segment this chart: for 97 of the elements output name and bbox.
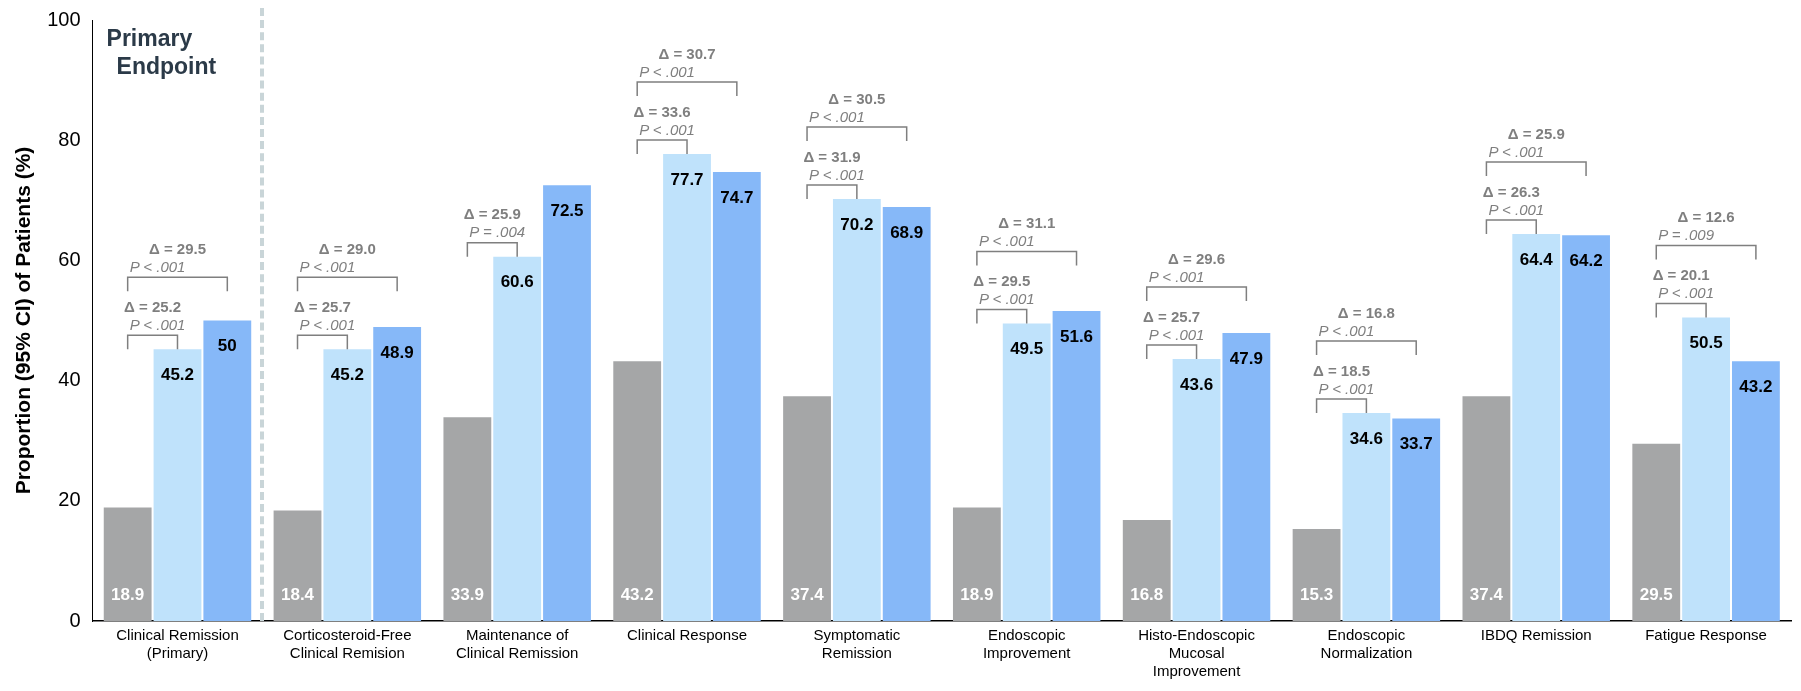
data-label: 74.7: [720, 187, 754, 207]
data-label: 72.5: [550, 200, 584, 220]
bar: [273, 510, 322, 621]
y-tick-label: 0: [69, 608, 81, 631]
annotation: Δ = 29.5 P < .001: [129, 239, 207, 276]
bar: [153, 349, 202, 621]
bar: [323, 349, 372, 621]
annotation: Δ = 20.1 P < .001: [1652, 266, 1715, 302]
data-label: 33.9: [450, 584, 484, 604]
y-tick-label: 60: [58, 247, 81, 270]
data-label: 50.5: [1689, 333, 1723, 353]
bar: [882, 206, 931, 621]
bar: [1731, 361, 1780, 621]
bar: [1342, 413, 1391, 621]
data-label: 45.2: [160, 365, 195, 385]
bar: [783, 396, 831, 621]
annotation: Δ = 25.7 P < .001: [1143, 307, 1205, 343]
x-tick-label: Maintenance of Clinical Remission: [455, 626, 579, 662]
data-label: 37.4: [1469, 584, 1504, 604]
data-label: 18.9: [111, 584, 145, 604]
data-label: 15.3: [1300, 584, 1334, 604]
x-tick-label: Endoscopic Improvement: [982, 626, 1072, 662]
x-tick-label: Clinical Remission (Primary): [116, 626, 239, 662]
x-tick-label: Fatigue Response: [1645, 626, 1767, 644]
annotation: Δ = 18.5 P < .001: [1312, 361, 1375, 397]
data-label: 60.6: [500, 272, 534, 292]
bar: [832, 199, 881, 621]
annotation: Δ = 31.1 P < .001: [978, 214, 1056, 250]
bar: [543, 185, 591, 621]
bar: [1682, 317, 1730, 621]
annotation: Δ = 29.5 P < .001: [973, 272, 1035, 308]
data-label: 77.7: [670, 169, 704, 189]
bar: [1512, 233, 1561, 621]
annotation: Δ = 25.7 P < .001: [293, 297, 356, 334]
data-label: 50: [217, 336, 237, 356]
data-label: 18.9: [960, 584, 994, 604]
annotation: Δ = 12.6 P = .009: [1658, 208, 1735, 244]
data-label: 43.6: [1180, 374, 1214, 394]
bar: [1002, 323, 1051, 621]
bar: [712, 172, 761, 621]
data-label: 37.4: [790, 584, 825, 604]
bar: [1562, 235, 1610, 621]
data-label: 64.2: [1569, 250, 1603, 270]
bar: [1122, 520, 1171, 621]
bar: [1052, 310, 1101, 621]
data-label: 43.2: [620, 584, 654, 604]
bar: [1392, 418, 1441, 621]
annotation: Δ = 29.0 P < .001: [299, 239, 376, 276]
x-tick-label: IBDQ Remission: [1480, 626, 1592, 644]
data-label: 49.5: [1010, 339, 1044, 359]
annotation: Primary Endpoint: [106, 24, 217, 79]
annotation: Δ = 16.8 P < .001: [1318, 303, 1395, 339]
x-tick-label: Symptomatic Remission: [813, 626, 901, 662]
data-label: 29.5: [1639, 584, 1673, 604]
annotation: Δ = 30.7 P < .001: [639, 44, 716, 80]
annotation: Δ = 25.9 P < .001: [1488, 124, 1565, 160]
x-tick-label: Corticosteroid-Free Clinical Remision: [283, 626, 412, 662]
bar: [1172, 358, 1221, 621]
bar: [952, 507, 1001, 621]
data-label: 18.4: [280, 584, 315, 604]
bar: [443, 417, 492, 621]
y-axis-title: Proportion (95% CI) of Patients (%): [11, 146, 35, 495]
bar: [1462, 396, 1511, 621]
bar: [203, 320, 252, 621]
data-label: 70.2: [840, 214, 874, 234]
data-label: 34.6: [1349, 428, 1383, 448]
data-label: 33.7: [1399, 434, 1433, 454]
annotation: Δ = 26.3 P < .001: [1482, 182, 1545, 218]
annotation: Δ = 30.5 P < .001: [809, 89, 886, 125]
data-label: 64.4: [1519, 249, 1554, 269]
x-tick-label: Histo-Endoscopic Mucosal Improvement: [1138, 626, 1256, 680]
bar: [613, 361, 662, 621]
data-label: 68.9: [890, 222, 924, 242]
annotation: Δ = 25.9 P = .004: [463, 205, 526, 241]
data-label: 45.2: [330, 365, 364, 385]
bar: [1292, 529, 1341, 621]
y-tick-label: 40: [58, 368, 81, 391]
data-label: 43.2: [1739, 377, 1773, 397]
annotation: Δ = 25.2 P < .001: [124, 297, 186, 334]
y-tick-label: 100: [47, 7, 81, 30]
bar: [103, 507, 152, 621]
data-label: 51.6: [1059, 326, 1094, 346]
annotation: Δ = 31.9 P < .001: [803, 147, 865, 183]
bar: [373, 327, 422, 621]
x-tick-label: Clinical Response: [626, 626, 748, 644]
annotation: Δ = 33.6 P < .001: [633, 102, 695, 138]
bar: [493, 256, 542, 621]
data-label: 16.8: [1130, 584, 1164, 604]
bar: [663, 154, 711, 621]
bar: [1632, 443, 1681, 621]
y-tick-label: 80: [58, 127, 81, 150]
y-tick-label: 20: [58, 488, 81, 511]
x-tick-label: Endoscopic Normalization: [1320, 626, 1413, 662]
annotation: Δ = 29.6 P < .001: [1148, 249, 1226, 285]
data-label: 47.9: [1229, 348, 1263, 368]
bar: [1222, 333, 1271, 621]
data-label: 48.9: [380, 342, 414, 362]
